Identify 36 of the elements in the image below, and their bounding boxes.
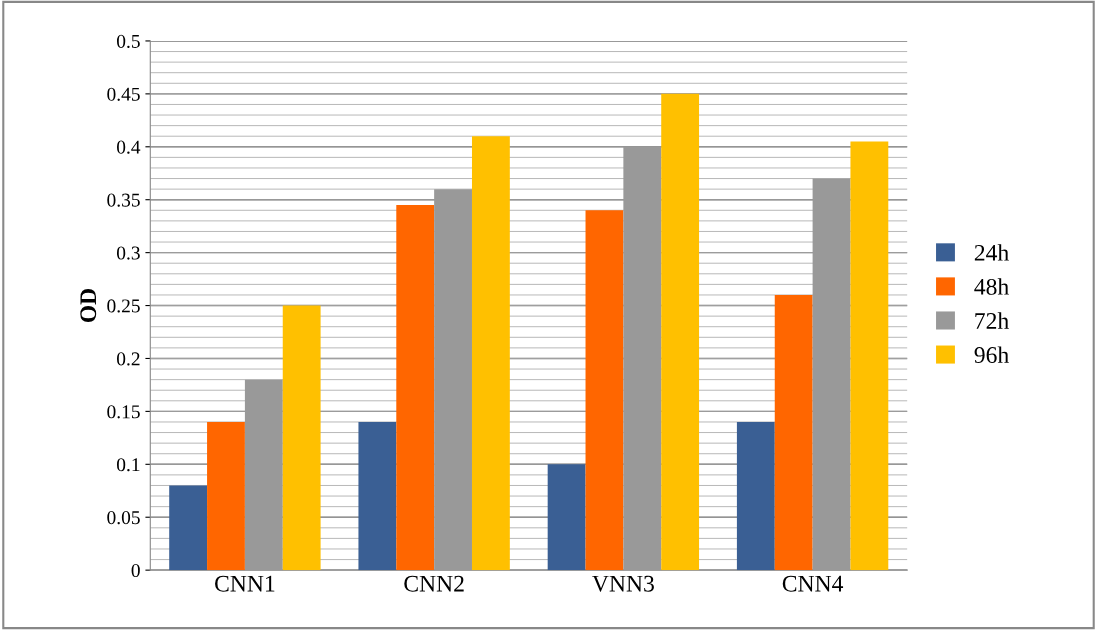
y-tick-label: 0.35: [107, 193, 140, 207]
y-tick-label: 0.15: [107, 405, 140, 419]
bar: [282, 305, 321, 571]
x-tick-label: VNN3: [592, 575, 654, 592]
y-tick-label: 0.5: [117, 34, 140, 48]
bar: [812, 178, 851, 571]
bar: [547, 464, 586, 571]
bar: [623, 146, 662, 571]
x-tick-label: CNN2: [404, 575, 464, 592]
bar: [169, 485, 208, 571]
y-tick-label: 0.25: [107, 299, 140, 313]
y-tick-label: 0.2: [117, 352, 140, 366]
y-tick-label: 0.45: [107, 87, 140, 101]
legend-label: 48h: [974, 278, 1009, 295]
bar: [471, 136, 510, 571]
bar: [736, 421, 775, 571]
bar: [358, 421, 397, 571]
legend-label: 72h: [975, 312, 1009, 329]
bar: [774, 294, 813, 571]
legend-label: 24h: [974, 244, 1009, 261]
bar: [661, 93, 700, 571]
legend-label: 96h: [974, 346, 1009, 363]
x-tick-label: CNN1: [215, 575, 275, 592]
y-tick-label: 0.05: [107, 511, 140, 525]
bar: [850, 141, 889, 571]
y-tick-label: 0.3: [117, 246, 140, 260]
y-tick-label: 0.4: [117, 140, 141, 154]
bar: [434, 189, 472, 571]
y-axis-title: OD: [80, 289, 97, 323]
bar: [207, 421, 245, 571]
x-tick-label: CNN4: [782, 575, 844, 592]
bar: [396, 205, 435, 571]
bar: [585, 210, 624, 571]
y-tick-label: 0: [131, 563, 140, 578]
bar: [244, 379, 283, 571]
y-tick-label: 0.1: [117, 458, 140, 472]
